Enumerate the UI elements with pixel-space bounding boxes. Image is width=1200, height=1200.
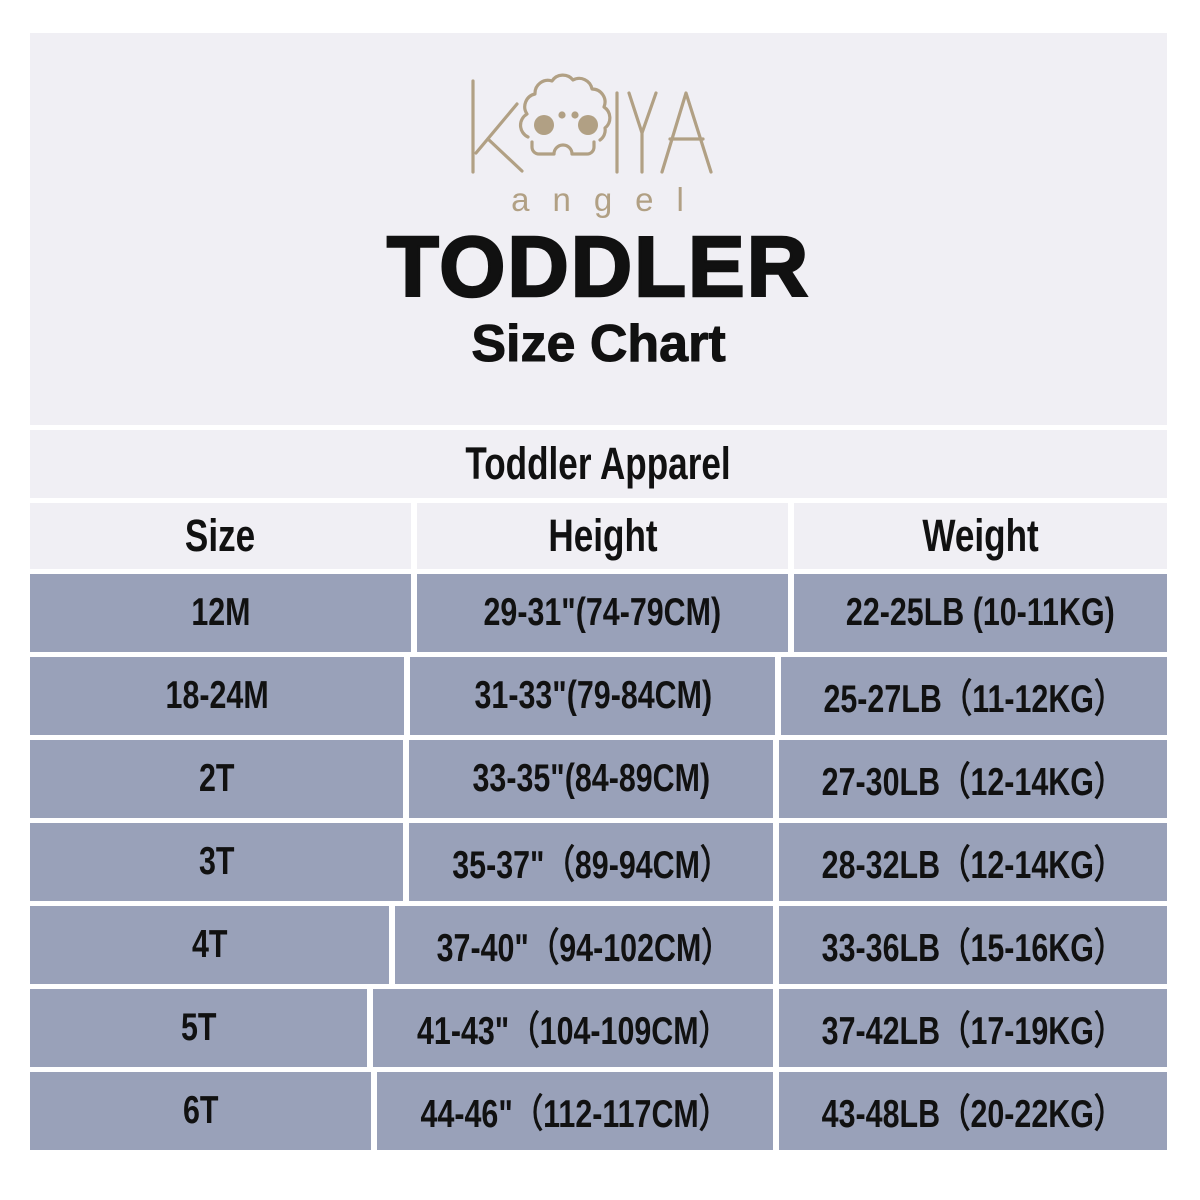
table-row: 2T 33-35"(84-89CM) 27-30LB（12-14KG） — [30, 740, 1167, 818]
table-row: 12M 29-31"(74-79CM) 22-25LB (10-11KG) — [30, 574, 1167, 652]
hero-panel: angel TODDLER Size Chart — [30, 33, 1167, 425]
height-cell: 31-33"(79-84CM) — [410, 657, 776, 735]
table-row: 6T 44-46"（112-117CM） 43-48LB（20-22KG） — [30, 1072, 1167, 1150]
table-row: 3T 35-37"（89-94CM） 28-32LB（12-14KG） — [30, 823, 1167, 901]
size-cell: 5T — [30, 989, 367, 1067]
table-caption-label: Toddler Apparel — [465, 438, 732, 489]
height-cell: 44-46"（112-117CM） — [377, 1072, 774, 1150]
page-subtitle: Size Chart — [471, 315, 726, 373]
size-cell: 2T — [30, 740, 404, 818]
weight-cell: 43-48LB（20-22KG） — [779, 1072, 1167, 1150]
sheep-eye-left — [533, 115, 554, 135]
page-title: TODDLER — [386, 220, 811, 315]
size-cell: 4T — [30, 906, 389, 984]
sheep-dot-left — [557, 111, 566, 119]
brand-wordmark — [470, 79, 713, 174]
height-cell: 35-37"（89-94CM） — [409, 823, 774, 901]
weight-cell: 37-42LB（17-19KG） — [779, 989, 1167, 1067]
size-cell: 12M — [30, 574, 411, 652]
height-cell: 33-35"(84-89CM) — [409, 740, 774, 818]
table-caption: Toddler Apparel — [30, 430, 1167, 498]
column-header-weight: Weight — [794, 503, 1167, 569]
size-cell: 6T — [30, 1072, 372, 1150]
height-cell: 37-40"（94-102CM） — [394, 906, 774, 984]
weight-cell: 22-25LB (10-11KG) — [794, 574, 1167, 652]
height-cell: 29-31"(74-79CM) — [417, 574, 788, 652]
sheep-face-icon — [518, 73, 611, 156]
table-header-row: Size Height Weight — [30, 503, 1167, 569]
size-cell: 3T — [30, 823, 404, 901]
weight-cell: 25-27LB（11-12KG） — [781, 657, 1167, 735]
weight-cell: 33-36LB（15-16KG） — [779, 906, 1167, 984]
size-cell: 18-24M — [30, 657, 405, 735]
weight-cell: 28-32LB（12-14KG） — [779, 823, 1167, 901]
column-header-height: Height — [417, 503, 788, 569]
weight-cell: 27-30LB（12-14KG） — [779, 740, 1167, 818]
sheep-eye-right — [577, 115, 598, 135]
size-chart: Toddler Apparel Size Height Weight 12M 2… — [30, 430, 1167, 1150]
brand-logo: angel — [470, 73, 713, 218]
height-cell: 41-43"（104-109CM） — [372, 989, 774, 1067]
sheep-dot-right — [570, 111, 579, 119]
brand-tagline: angel — [511, 181, 707, 218]
sheep-mouth — [529, 140, 596, 156]
table-row: 18-24M 31-33"(79-84CM) 25-27LB（11-12KG） — [30, 657, 1167, 735]
table-row: 5T 41-43"（104-109CM） 37-42LB（17-19KG） — [30, 989, 1167, 1067]
column-header-size: Size — [30, 503, 411, 569]
table-row: 4T 37-40"（94-102CM） 33-36LB（15-16KG） — [30, 906, 1167, 984]
